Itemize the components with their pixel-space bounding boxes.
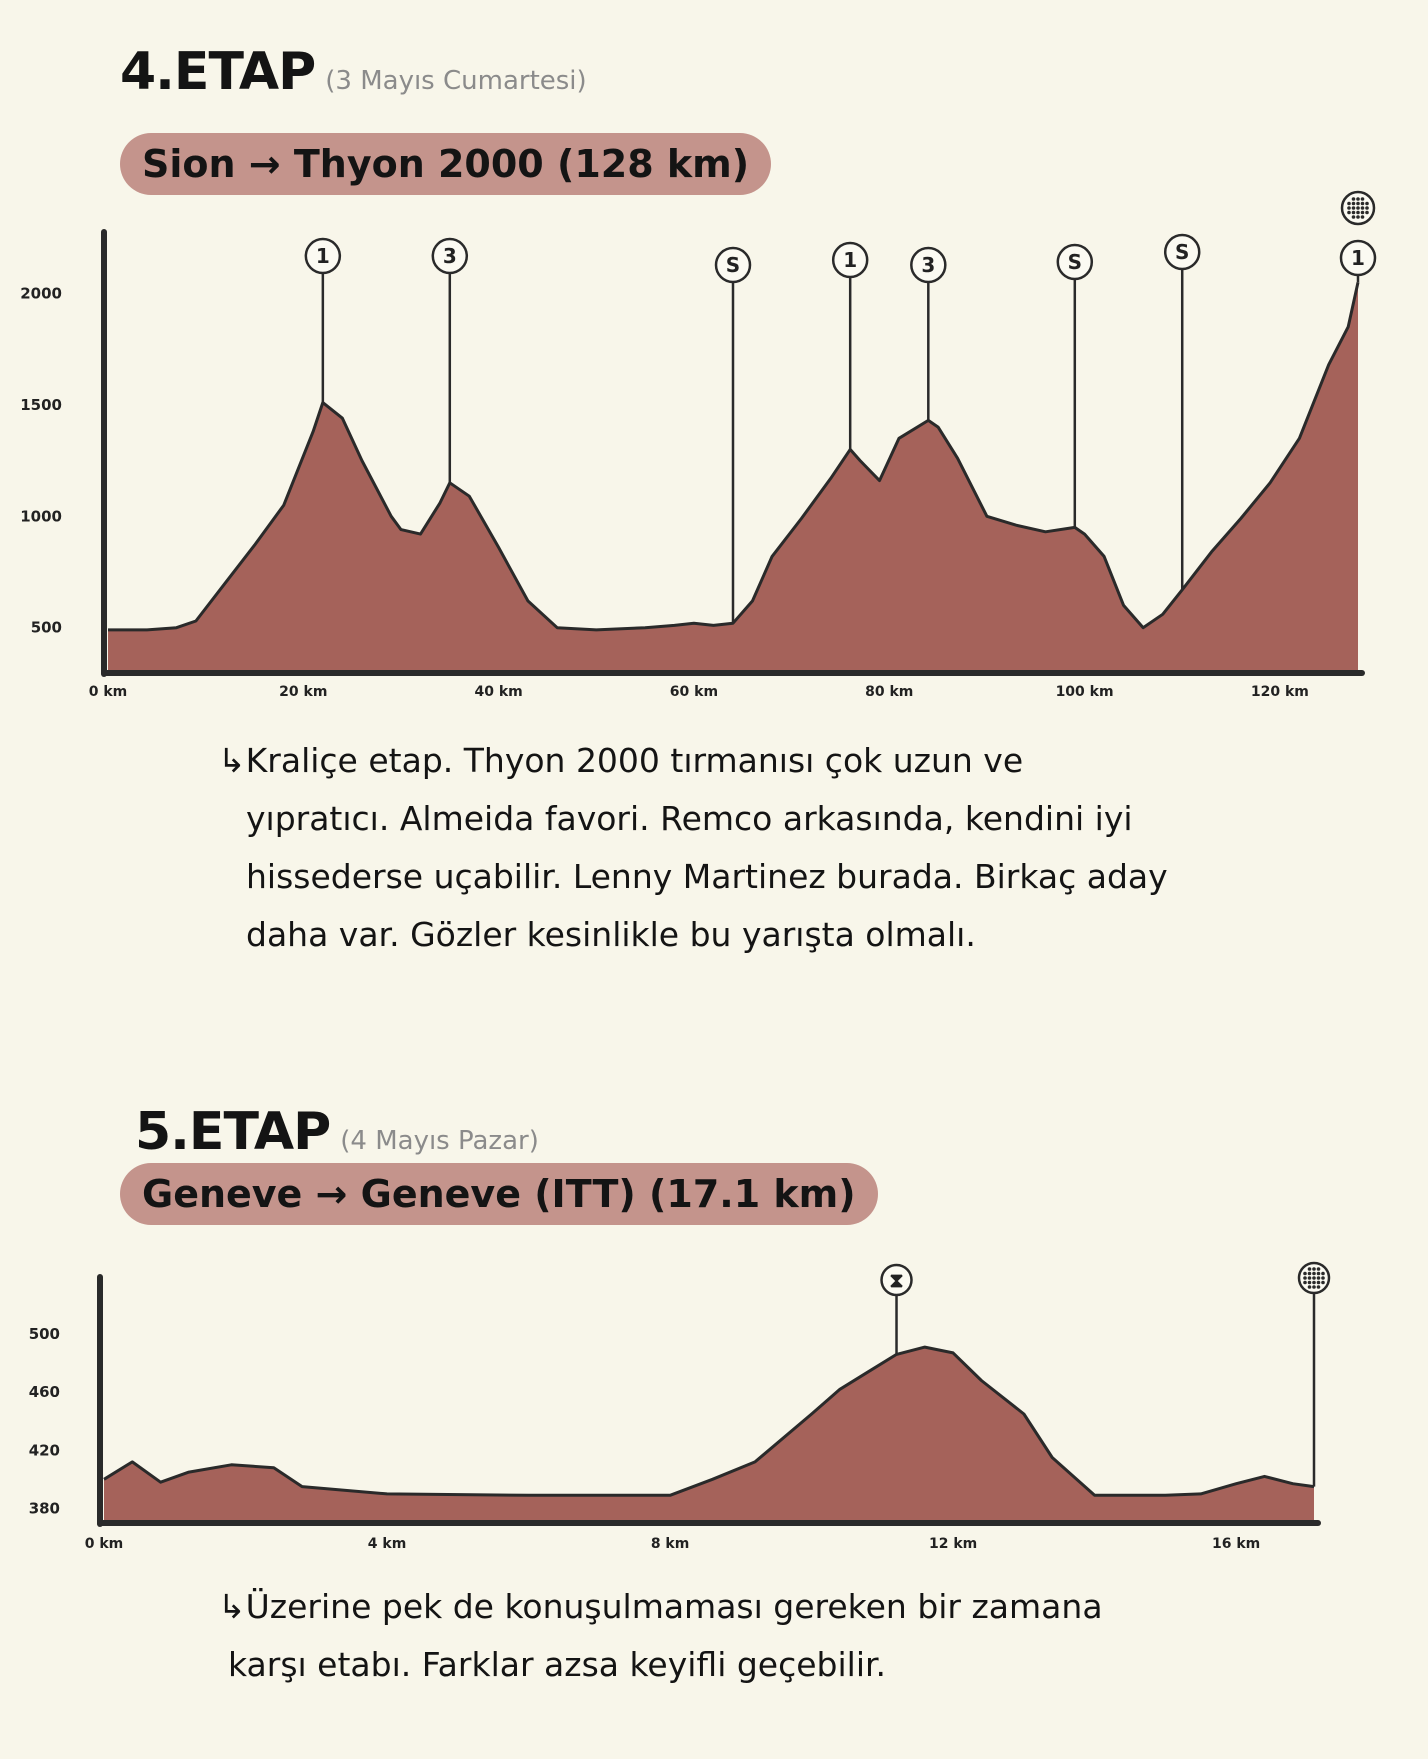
marker-sprint: S xyxy=(1056,243,1094,528)
y-tick-label: 380 xyxy=(29,1499,60,1517)
marker-timecheck: ⧗ xyxy=(880,1263,913,1355)
marker-climb: 1 xyxy=(1339,239,1377,283)
stage5-note: ↳Üzerine pek de konuşulmaması gereken bi… xyxy=(218,1578,1103,1694)
elevation-area xyxy=(104,1347,1314,1520)
marker-label: 1 xyxy=(316,244,330,268)
stage4-title: 4.ETAP (3 Mayıs Cumartesi) xyxy=(120,42,587,102)
stage5-profile-chart: ⧗ 380 420 460 500 0 km 4 km 8 km 12 km 16 km xyxy=(29,1261,1331,1552)
marker-label: S xyxy=(1175,240,1189,264)
marker-label: S xyxy=(726,253,740,277)
stage5-route: Geneve → Geneve (ITT) (17.1 km) xyxy=(120,1163,878,1225)
x-tick-label: 4 km xyxy=(368,1536,407,1552)
marker-label: ⧗ xyxy=(889,1268,903,1292)
stage4-note-line: hissederse uçabilir. Lenny Martinez bura… xyxy=(246,857,1168,896)
marker-finish xyxy=(1297,1261,1331,1487)
climb-icon xyxy=(431,237,469,275)
marker-climb: 1 xyxy=(304,237,342,403)
marker-label: 3 xyxy=(921,253,935,277)
sprint-icon xyxy=(1163,233,1201,271)
stage5-number: 5.ETAP xyxy=(135,1102,331,1162)
x-tick-label: 40 km xyxy=(474,684,522,700)
y-tick-label: 460 xyxy=(29,1383,60,1401)
marker-label: 1 xyxy=(1351,246,1365,270)
stage4-note-line: ↳Kraliçe etap. Thyon 2000 tırmanısı çok … xyxy=(218,741,1024,780)
climb-icon xyxy=(910,246,947,284)
elevation-line xyxy=(103,1345,1315,1497)
stage5-note-line: karşı etabı. Farklar azsa keyifli geçebi… xyxy=(228,1645,887,1684)
climb-icon xyxy=(1339,239,1377,277)
stage4-date: (3 Mayıs Cumartesi) xyxy=(325,66,587,96)
marker-label: S xyxy=(1068,250,1082,274)
sprint-icon xyxy=(714,246,752,284)
x-tick-label: 120 km xyxy=(1251,684,1309,700)
marker-sprint: S xyxy=(1163,233,1201,590)
y-tick-label: 1000 xyxy=(20,507,62,525)
x-tick-label: 0 km xyxy=(85,1536,124,1552)
stage5-note-line: ↳Üzerine pek de konuşulmaması gereken bi… xyxy=(218,1587,1103,1626)
stage5-date: (4 Mayıs Pazar) xyxy=(340,1126,539,1156)
x-tick-label: 16 km xyxy=(1212,1536,1260,1552)
marker-climb: 3 xyxy=(431,237,469,483)
stage4-note-line: daha var. Gözler kesinlikle bu yarışta o… xyxy=(246,915,976,954)
stage4-route: Sion → Thyon 2000 (128 km) xyxy=(120,133,772,195)
x-tick-label: 0 km xyxy=(89,684,128,700)
marker-label: 1 xyxy=(843,248,857,272)
climb-icon xyxy=(304,237,342,275)
stage4-note: ↳Kraliçe etap. Thyon 2000 tırmanısı çok … xyxy=(218,732,1168,964)
marker-label: 3 xyxy=(443,244,457,268)
sprint-icon xyxy=(1056,243,1094,281)
stage4-note-line: yıpratıcı. Almeida favori. Remco arkasın… xyxy=(246,799,1133,838)
marker-sprint: S xyxy=(714,246,752,624)
marker-climb: 1 xyxy=(831,241,869,450)
y-tick-label: 500 xyxy=(31,619,62,637)
x-tick-label: 12 km xyxy=(929,1536,977,1552)
elevation-area xyxy=(108,282,1358,670)
y-tick-label: 2000 xyxy=(20,284,62,302)
timecheck-icon xyxy=(880,1263,913,1297)
y-tick-label: 420 xyxy=(29,1441,60,1459)
elevation-line xyxy=(108,281,1360,632)
marker-climb: 3 xyxy=(910,246,947,421)
climb-icon xyxy=(831,241,869,279)
x-tick-label: 60 km xyxy=(670,684,718,700)
x-tick-label: 80 km xyxy=(865,684,913,700)
x-tick-label: 20 km xyxy=(279,684,327,700)
x-tick-label: 8 km xyxy=(651,1536,690,1552)
finish-icon xyxy=(1340,190,1376,226)
x-tick-label: 100 km xyxy=(1056,684,1114,700)
y-tick-label: 1500 xyxy=(20,396,62,414)
stage5-title: 5.ETAP (4 Mayıs Pazar) xyxy=(135,1102,539,1162)
y-tick-label: 500 xyxy=(29,1325,60,1343)
stage4-number: 4.ETAP xyxy=(120,42,316,102)
